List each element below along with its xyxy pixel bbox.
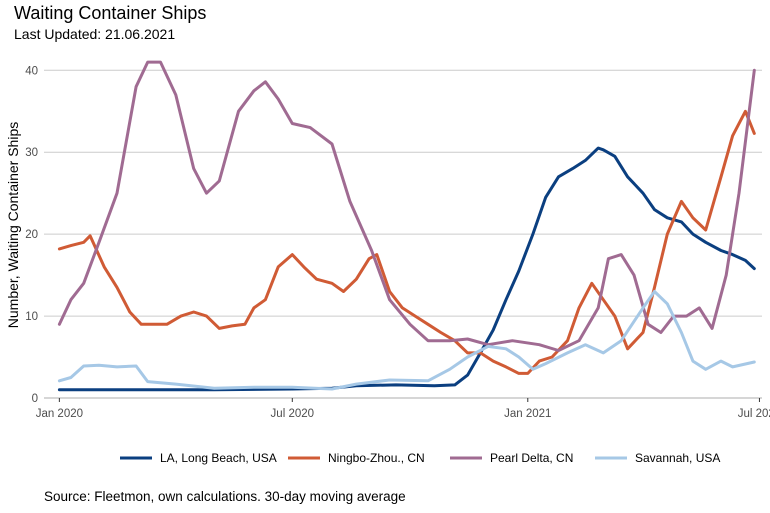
legend-label: Ningbo-Zhou., CN [328,451,425,465]
series-line-4 [57,290,756,391]
x-tick-label: Jan 2021 [504,408,551,420]
x-tick-label: Jul 2021 [738,408,770,420]
series-line-1 [57,146,756,392]
y-tick-label: 20 [25,229,38,241]
source-note: Source: Fleetmon, own calculations. 30-d… [44,489,406,504]
chart-subtitle: Last Updated: 21.06.2021 [14,26,176,42]
legend-label: Savannah, USA [635,451,720,465]
grid-lines [44,69,762,399]
y-axis: 0 10 20 30 40 [25,65,38,405]
legend-label: Pearl Delta, CN [490,451,573,465]
y-tick-label: 10 [25,311,38,323]
legend-label: LA, Long Beach, USA [160,451,277,465]
y-tick-label: 40 [25,65,38,77]
series-line-3 [57,60,756,352]
y-tick-label: 30 [25,147,38,159]
series-lines [57,60,756,392]
y-tick-label: 0 [32,393,38,405]
legend: LA, Long Beach, USA Ningbo-Zhou., CN Pearl… [120,451,720,465]
y-axis-title: Number, Waiting Container Ships [5,122,21,328]
series-line-2 [57,109,756,375]
x-tick-label: Jul 2020 [271,408,314,420]
x-axis: Jan 2020 Jul 2020 Jan 2021 Jul 2021 [36,398,770,420]
chart-title: Waiting Container Ships [14,3,207,23]
x-tick-label: Jan 2020 [36,408,83,420]
